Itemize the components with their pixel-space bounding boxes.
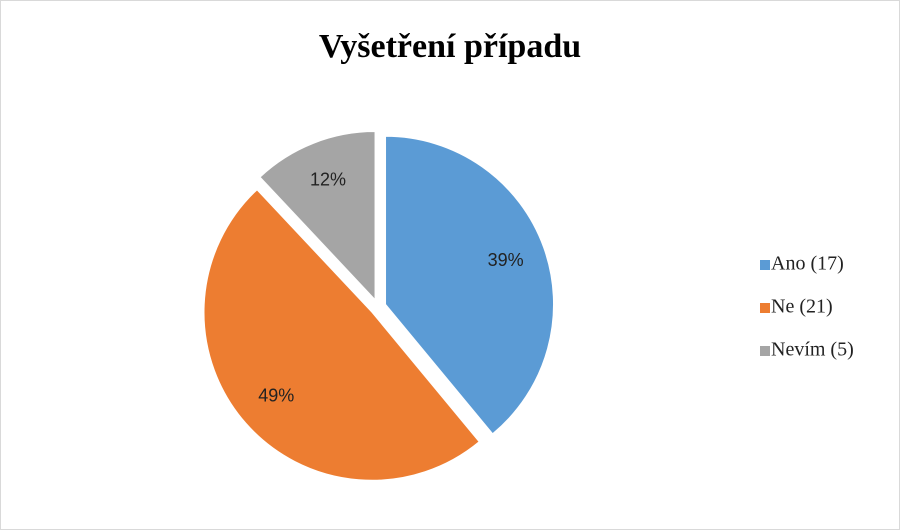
data-label: 12% xyxy=(310,170,346,190)
legend-swatch xyxy=(760,260,770,270)
data-label: 39% xyxy=(488,250,524,270)
chart-title: Vyšetření případu xyxy=(319,28,581,65)
legend-swatch xyxy=(760,303,770,313)
legend-swatch xyxy=(760,346,770,356)
data-label: 49% xyxy=(258,385,294,405)
legend-label: Ne (21) xyxy=(771,296,833,318)
pie-slice xyxy=(259,131,376,301)
pie-slice xyxy=(203,189,480,481)
legend-label: Ano (17) xyxy=(771,253,844,275)
legend-label: Nevím (5) xyxy=(771,339,854,361)
pie-slice xyxy=(385,135,555,435)
